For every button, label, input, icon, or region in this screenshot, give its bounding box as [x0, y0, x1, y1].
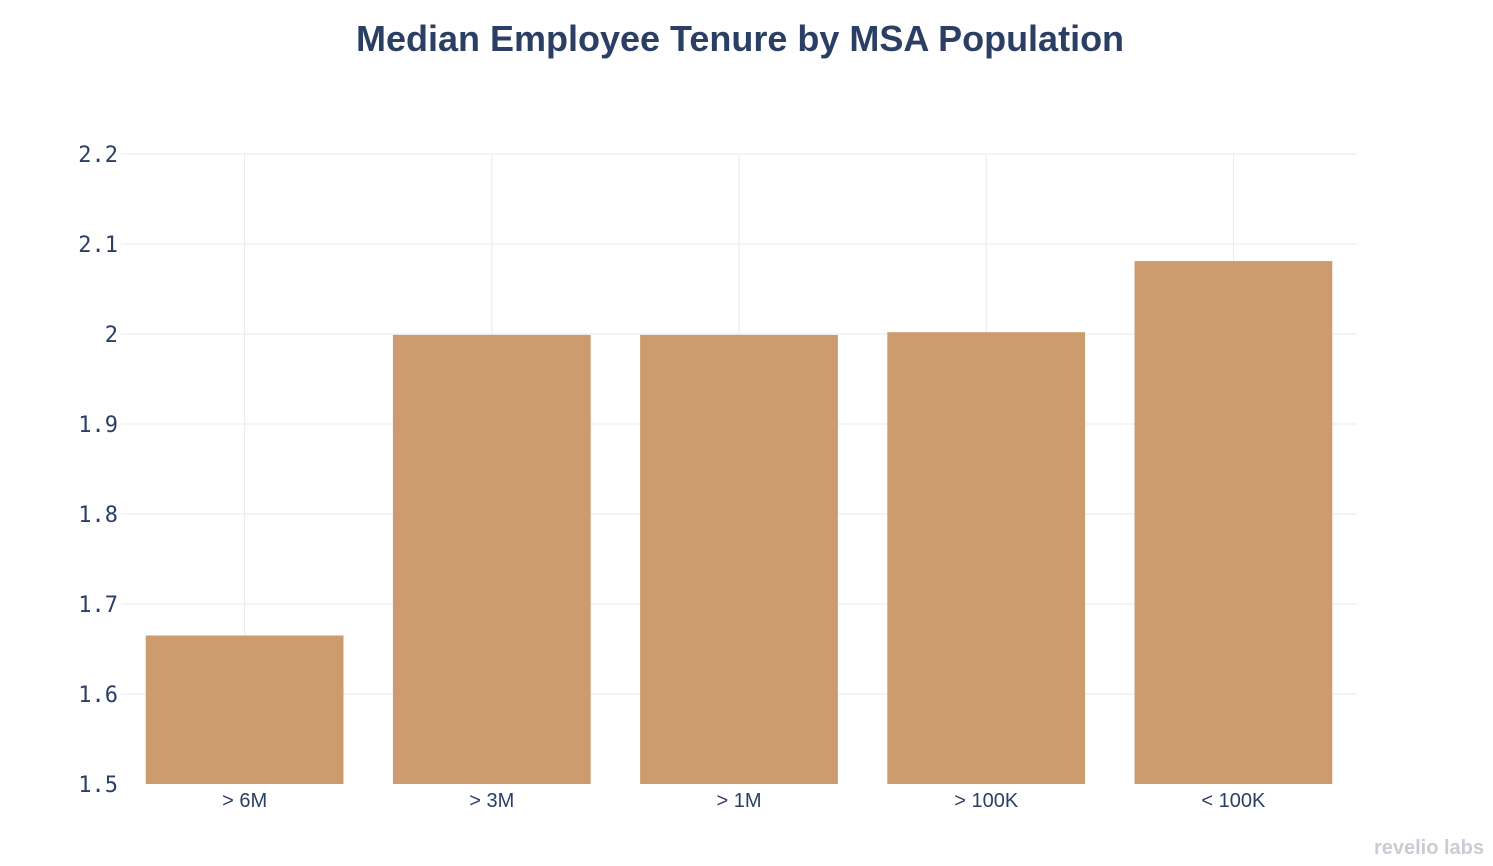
- bars: [145, 261, 1333, 785]
- x-axis-ticks: > 6M > 3M > 1M > 100K < 100K: [222, 790, 1266, 812]
- y-tick-label: 2.1: [78, 233, 118, 258]
- bar: [640, 334, 838, 784]
- bar: [887, 332, 1086, 784]
- y-tick-label: 2: [105, 323, 118, 348]
- y-tick-label: 2.2: [78, 143, 118, 168]
- x-tick-label: < 100K: [1201, 790, 1266, 812]
- chart-title: Median Employee Tenure by MSA Population: [355, 18, 1125, 59]
- bar: [392, 334, 591, 784]
- y-tick-label: 1.7: [78, 593, 118, 618]
- bar: [145, 635, 344, 784]
- y-tick-label: 1.9: [78, 413, 118, 438]
- x-tick-label: > 3M: [469, 790, 514, 812]
- x-tick-label: > 6M: [222, 790, 267, 812]
- y-tick-label: 1.5: [78, 773, 118, 798]
- x-tick-label: > 1M: [716, 790, 761, 812]
- y-tick-label: 1.8: [78, 503, 118, 528]
- x-tick-label: > 100K: [954, 790, 1019, 812]
- bar: [1134, 261, 1333, 785]
- y-tick-label: 1.6: [78, 683, 118, 708]
- y-axis-ticks: 1.5 1.6 1.7 1.8 1.9 2 2.1 2.2: [78, 143, 118, 798]
- revelio-labs-logo: revelio labs: [1373, 837, 1484, 859]
